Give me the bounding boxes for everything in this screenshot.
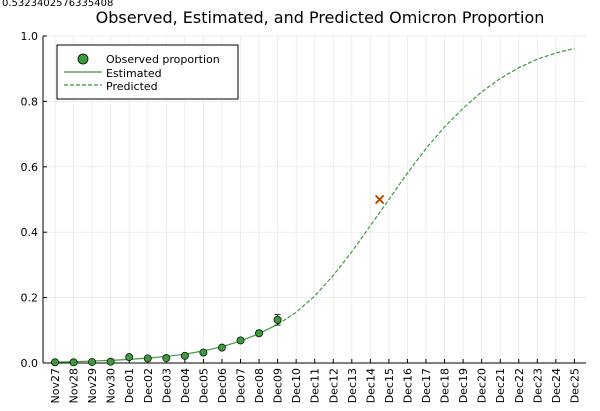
x-tick-label: Dec07 — [235, 368, 248, 403]
legend-predicted-label: Predicted — [106, 80, 158, 93]
x-tick-label: Dec06 — [216, 368, 229, 403]
x-tick-label: Dec04 — [179, 368, 192, 403]
x-tick-label: Dec18 — [439, 368, 452, 403]
grid-lines — [43, 35, 586, 364]
observed-point — [51, 358, 59, 367]
x-tick-label: Dec16 — [401, 368, 414, 403]
x-tick-label: Dec21 — [494, 368, 507, 403]
x-tick-label: Dec13 — [346, 368, 359, 403]
observed-point — [106, 357, 115, 366]
predicted-line — [277, 47, 575, 325]
observed-point — [180, 351, 189, 360]
observed-point — [69, 358, 78, 367]
legend-observed-label: Observed proportion — [106, 53, 220, 66]
observed-point — [88, 358, 97, 366]
observed-point — [162, 354, 171, 363]
y-tick-label: 0.6 — [21, 161, 39, 174]
x-tick-label: Dec09 — [272, 368, 285, 403]
chart-title: Observed, Estimated, and Predicted Omicr… — [96, 8, 545, 27]
observed-point — [143, 354, 152, 363]
plot-area — [51, 47, 575, 367]
y-tick-label: 1.0 — [21, 30, 39, 43]
x-tick-label: Dec25 — [568, 368, 581, 403]
observed-point — [199, 348, 208, 357]
observed-point — [217, 343, 226, 352]
x-tick-label: Dec15 — [383, 368, 396, 403]
x-tick-label: Dec02 — [142, 368, 155, 403]
x-tick-label: Dec19 — [457, 368, 470, 403]
x-tick-label: Dec11 — [309, 368, 322, 403]
x-tick-label: Dec05 — [197, 368, 210, 403]
midpoint-marker-outline — [375, 195, 384, 204]
x-tick-label: Dec22 — [513, 368, 526, 403]
x-tick-label: Dec08 — [253, 368, 266, 403]
observed-point — [273, 315, 282, 324]
x-tick-label: Dec17 — [420, 368, 433, 403]
x-axis-ticks: Nov27 Nov28 Nov29 Nov30 Dec01 Dec02 Dec03 Dec04… — [49, 359, 581, 403]
observed-point — [125, 353, 134, 362]
observed-point — [255, 329, 263, 338]
x-tick-label: Nov29 — [86, 368, 99, 403]
observed-point — [236, 336, 245, 345]
legend-estimated-label: Estimated — [106, 67, 162, 80]
x-tick-label: Dec10 — [290, 368, 303, 403]
corner-value-label: 0.5323402576335408 — [2, 0, 113, 9]
x-tick-label: Dec23 — [531, 368, 544, 403]
x-tick-label: Nov27 — [49, 368, 62, 403]
y-tick-label: 0.2 — [21, 292, 39, 305]
x-tick-label: Dec01 — [123, 368, 136, 403]
y-tick-label: 0.4 — [21, 226, 39, 239]
x-tick-label: Dec03 — [160, 368, 173, 403]
x-tick-label: Dec12 — [327, 368, 340, 403]
x-tick-label: Dec24 — [550, 368, 563, 403]
legend-observed-marker — [77, 53, 89, 65]
x-tick-label: Dec20 — [476, 368, 489, 403]
x-tick-label: Dec14 — [364, 368, 377, 403]
x-tick-label: Nov30 — [105, 368, 118, 403]
y-tick-label: 0.8 — [21, 95, 39, 108]
x-tick-label: Nov28 — [68, 368, 81, 403]
y-axis-ticks: 0.0 0.2 0.4 0.6 0.8 1.0 — [21, 30, 47, 370]
y-tick-label: 0.0 — [21, 357, 39, 370]
legend: Observed proportion Estimated Predicted — [56, 44, 239, 100]
